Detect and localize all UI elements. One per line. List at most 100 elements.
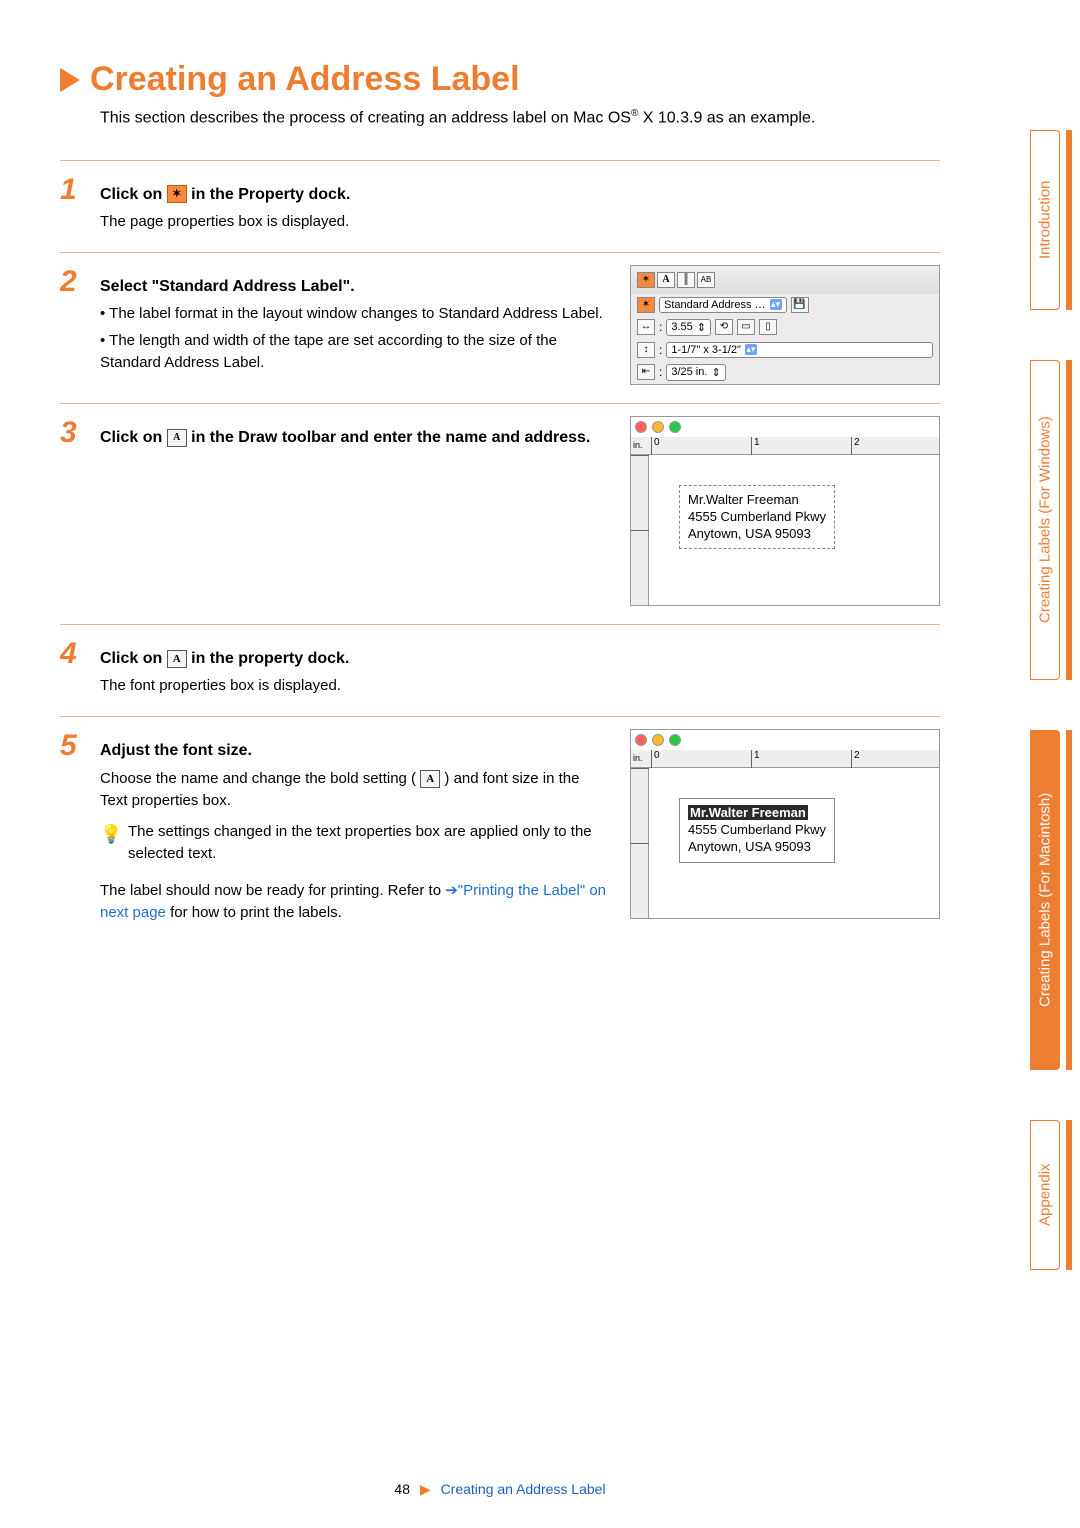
tab-bar	[1066, 730, 1072, 1070]
address-name: Mr.Walter Freeman	[688, 492, 826, 509]
label-type-icon: ✶	[637, 297, 655, 313]
step3-title-b: in the Draw toolbar and enter the name a…	[191, 429, 590, 446]
step5-b2a: The label should now be ready for printi…	[100, 882, 445, 899]
title-arrow-icon	[60, 68, 80, 92]
step-title: Adjust the font size.	[100, 738, 252, 764]
step-number: 1	[60, 173, 92, 207]
step3-title-a: Click on	[100, 429, 167, 446]
step1-title-a: Click on	[100, 186, 167, 203]
tip-text: The settings changed in the text propert…	[128, 821, 610, 866]
save-icon[interactable]: 💾	[791, 297, 809, 313]
label-type-value: Standard Address …	[664, 299, 766, 311]
length-value: 3.55	[671, 321, 692, 333]
window-controls	[631, 730, 939, 750]
ruler-vertical	[631, 455, 649, 605]
canvas-area: Mr.Walter Freeman 4555 Cumberland Pkwy A…	[649, 455, 939, 605]
size-select[interactable]: 1-1/7" x 3-1/2" ▴▾	[666, 342, 933, 358]
orient-icon[interactable]: ⟲	[715, 319, 733, 335]
close-icon[interactable]	[635, 421, 647, 433]
step5-b1a: Choose the name and change the bold sett…	[100, 770, 416, 787]
step5-b2b: for how to print the labels.	[170, 904, 342, 921]
step-number: 5	[60, 729, 92, 763]
ruler-unit: in.	[633, 440, 643, 450]
updown-icon: ▴▾	[745, 344, 757, 355]
tab-windows[interactable]: Creating Labels (For Windows)	[1030, 360, 1060, 680]
step-title: Click on A in the Draw toolbar and enter…	[100, 425, 590, 451]
step-body: The label format in the layout window ch…	[100, 303, 610, 375]
step1-title-b: in the Property dock.	[191, 186, 350, 203]
ruler-horizontal: in. 0 1 2	[631, 437, 939, 455]
updown-icon: ▴▾	[770, 299, 782, 310]
ruler-tick: 2	[851, 750, 860, 768]
address-text-box[interactable]: Mr.Walter Freeman 4555 Cumberland Pkwy A…	[679, 485, 835, 550]
landscape-icon[interactable]: ▯	[759, 319, 777, 335]
size-icon: ↕	[637, 342, 655, 358]
step4-title-b: in the property dock.	[191, 650, 349, 667]
canvas-screenshot-2: in. 0 1 2 Mr.Walter Fre	[630, 729, 940, 919]
ruler-tick: 2	[851, 437, 860, 455]
ruler-tick: 0	[651, 750, 660, 768]
canvas-area: Mr.Walter Freeman 4555 Cumberland Pkwy A…	[649, 768, 939, 918]
minimize-icon[interactable]	[652, 421, 664, 433]
step-body: The page properties box is displayed.	[100, 211, 610, 234]
length-icon: ↔	[637, 319, 655, 335]
font-properties-icon: A	[167, 650, 187, 668]
ruler-tick: 1	[751, 750, 760, 768]
ruler-tick: 1	[751, 437, 760, 455]
address-name-bold: Mr.Walter Freeman	[688, 805, 826, 822]
address-line1: 4555 Cumberland Pkwy	[688, 822, 826, 839]
close-icon[interactable]	[635, 734, 647, 746]
length-field[interactable]: 3.55 ⇕	[666, 319, 711, 336]
step-number: 4	[60, 637, 92, 671]
panel-icon: ✶	[637, 272, 655, 288]
text-tool-icon: A	[167, 429, 187, 447]
footer-crumb[interactable]: Creating an Address Label	[441, 1481, 606, 1497]
label-type-select[interactable]: Standard Address … ▴▾	[659, 297, 787, 313]
footer-arrow-icon: ▶	[420, 1481, 431, 1497]
step-body: The font properties box is displayed.	[100, 675, 610, 698]
subtitle-post: X 10.3.9 as an example.	[638, 109, 815, 126]
page-title-row: Creating an Address Label	[60, 60, 940, 99]
step-2: 2 Select "Standard Address Label". The l…	[60, 252, 940, 403]
step-number: 2	[60, 265, 92, 299]
address-text-box[interactable]: Mr.Walter Freeman 4555 Cumberland Pkwy A…	[679, 798, 835, 863]
tab-macintosh[interactable]: Creating Labels (For Macintosh)	[1030, 730, 1060, 1070]
barcode-icon: ║	[677, 272, 695, 288]
abc-icon: AB	[697, 272, 715, 288]
tip-row: 💡 The settings changed in the text prope…	[100, 821, 610, 866]
ruler-horizontal: in. 0 1 2	[631, 750, 939, 768]
step2-bullet-2: The length and width of the tape are set…	[100, 330, 610, 375]
portrait-icon[interactable]: ▭	[737, 319, 755, 335]
page-footer: 48 ▶ Creating an Address Label	[60, 1481, 940, 1498]
ruler-tick: 0	[651, 437, 660, 455]
zoom-icon[interactable]	[669, 421, 681, 433]
page-title: Creating an Address Label	[90, 60, 520, 99]
zoom-icon[interactable]	[669, 734, 681, 746]
tab-introduction[interactable]: Introduction	[1030, 130, 1060, 310]
lightbulb-icon: 💡	[100, 821, 120, 866]
canvas-screenshot-1: in. 0 1 2 Mr.Walter Fre	[630, 416, 940, 606]
tab-appendix[interactable]: Appendix	[1030, 1120, 1060, 1270]
step-body: Choose the name and change the bold sett…	[100, 768, 610, 925]
step-number: 3	[60, 416, 92, 450]
margin-select[interactable]: 3/25 in. ⇕	[666, 364, 725, 381]
step-4: 4 Click on A in the property dock. The f…	[60, 624, 940, 716]
margin-value: 3/25 in.	[671, 366, 707, 378]
minimize-icon[interactable]	[652, 734, 664, 746]
step-3: 3 Click on A in the Draw toolbar and ent…	[60, 403, 940, 624]
step-title: Select "Standard Address Label".	[100, 274, 355, 300]
address-line2: Anytown, USA 95093	[688, 526, 826, 543]
subtitle-pre: This section describes the process of cr…	[100, 109, 631, 126]
tab-bar	[1066, 130, 1072, 310]
bold-icon: A	[420, 770, 440, 788]
step-title: Click on A in the property dock.	[100, 646, 349, 672]
size-value: 1-1/7" x 3-1/2"	[671, 344, 741, 356]
tab-bar	[1066, 360, 1072, 680]
address-name-text: Mr.Walter Freeman	[688, 805, 808, 820]
property-icon: ✶	[167, 185, 187, 203]
step5-para2: The label should now be ready for printi…	[100, 880, 610, 925]
step-title: Click on ✶ in the Property dock.	[100, 182, 350, 208]
step-1: 1 Click on ✶ in the Property dock. The p…	[60, 160, 940, 252]
window-controls	[631, 417, 939, 437]
address-line1: 4555 Cumberland Pkwy	[688, 509, 826, 526]
